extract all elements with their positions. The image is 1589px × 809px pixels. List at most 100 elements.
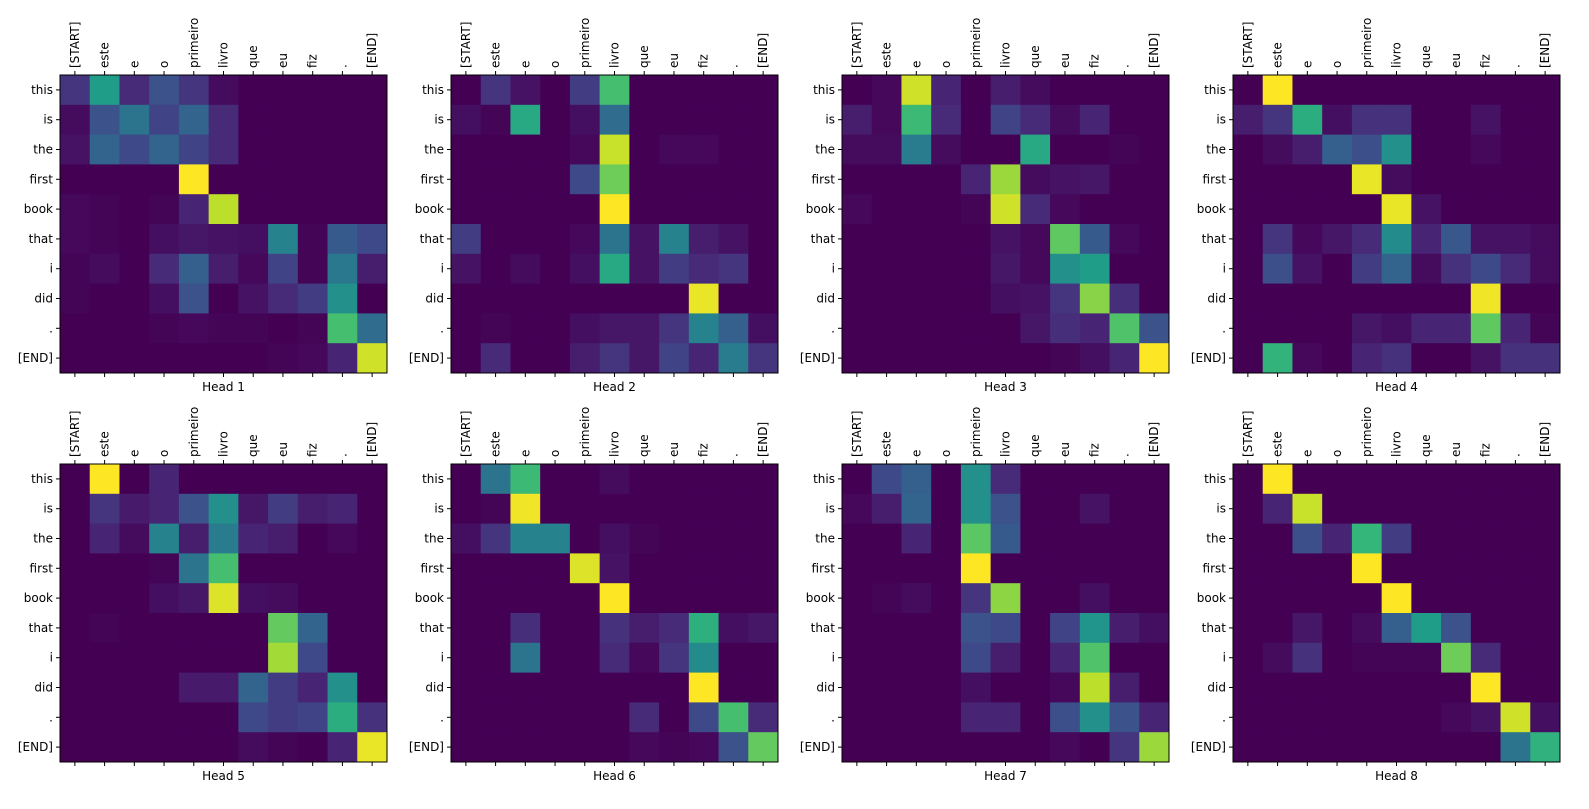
heatmap-cell [718,523,749,554]
heatmap-cell [871,283,902,314]
heatmap-cell [510,134,541,165]
heatmap-cell [327,553,358,584]
heatmap-cell [960,464,992,495]
heatmap-cell [748,613,779,644]
heatmap-cell [990,732,1021,763]
heatmap-cell [748,523,779,554]
y-tick-label: is [434,502,444,516]
heatmap-cell [297,464,329,495]
y-tick-label: i [832,262,835,276]
y-tick-label: . [440,710,444,724]
heatmap-cell [688,253,720,285]
heatmap-cell [901,164,932,195]
y-tick-label: [END] [800,740,835,754]
heatmap-cell [1262,732,1293,763]
x-tick-label: primeiro [969,18,983,68]
heatmap-cell [1139,642,1170,674]
heatmap-panel-1: [START] este e o primeiro livro que eu fiz. [END]… [18,18,388,394]
heatmap-cell [1470,642,1502,674]
heatmap-cell [1233,75,1264,106]
heatmap-cell [178,343,210,374]
heatmap-cell [60,672,91,703]
heatmap-cell [748,672,779,703]
heatmap-cell [1050,104,1081,136]
x-tick-label: o [157,450,171,457]
y-tick-label: [END] [1191,351,1226,365]
heatmap-cell [688,613,720,644]
heatmap-cell [931,343,962,374]
heatmap-cell [1262,464,1293,495]
heatmap-cell [1441,104,1472,136]
heatmap-cell [1020,523,1051,554]
heatmap-cell [629,343,660,374]
heatmap-cell [60,732,91,763]
heatmap-cell [540,134,571,165]
x-tick-label: este [489,42,503,68]
x-tick-label: primeiro [187,407,201,457]
heatmap-cell [60,134,91,165]
heatmap-cell [1351,313,1383,344]
y-tick-label: . [831,710,835,724]
heatmap-cell [268,253,299,285]
heatmap-cell [327,283,358,314]
heatmap-cell [599,104,630,136]
x-tick-label: livro [999,431,1013,457]
heatmap-cell [960,253,992,285]
panel-title: Head 8 [1375,769,1418,783]
heatmap-cell [960,75,992,106]
heatmap-cell [540,642,571,674]
heatmap-cell [208,224,239,255]
heatmap-cell [1020,224,1051,255]
heatmap-cell [297,343,329,374]
heatmap-cell [960,343,992,374]
x-tick-label: . [1508,453,1522,457]
heatmap-cell [510,464,541,495]
heatmap-cell [238,642,269,674]
heatmap-cell [1020,672,1051,703]
y-tick-label: first [421,172,445,186]
heatmap-cell [931,553,962,584]
heatmap-cell [1020,642,1051,674]
heatmap-cell [931,493,962,525]
heatmap-cell [688,75,720,106]
heatmap-cell [688,194,720,225]
heatmap-cell [1262,553,1293,584]
heatmap-cell [901,464,932,495]
x-tick-label: primeiro [1360,407,1374,457]
x-tick-label: [END] [756,422,770,457]
heatmap-cell [990,104,1021,136]
heatmap-cell [1020,702,1051,733]
heatmap-cell [1292,75,1323,106]
heatmap-cell [1109,672,1140,703]
heatmap-cell [268,134,299,165]
heatmap-cell [1050,224,1081,255]
heatmap-cell [1351,75,1383,106]
heatmap-cell [510,493,541,525]
heatmap-cell [268,613,299,644]
heatmap-cell [842,343,873,374]
heatmap-cell [1322,283,1353,314]
heatmap-cell [327,702,358,733]
heatmap-cell [1292,523,1323,554]
x-tick-label: livro [1390,42,1404,68]
x-tick-label: livro [608,431,622,457]
y-tick-label: did [425,681,444,695]
heatmap-cell [1109,553,1140,584]
heatmap-cell [1530,672,1561,703]
heatmap-cell [119,642,150,674]
heatmap-cell [901,642,932,674]
heatmap-cell [1020,104,1051,136]
heatmap-cell [1050,493,1081,525]
heatmap-cell [178,104,210,136]
panel-title: Head 5 [202,769,245,783]
heatmap-cell [1530,313,1561,344]
heatmap-cell [119,613,150,644]
heatmap-cell [327,134,358,165]
heatmap-cell [297,104,329,136]
heatmap-cell [149,164,180,195]
heatmap-cell [208,253,239,285]
heatmap-cell [480,523,511,554]
y-tick-label: first [30,172,54,186]
heatmap-cell [89,283,120,314]
heatmap-cell [1530,464,1561,495]
